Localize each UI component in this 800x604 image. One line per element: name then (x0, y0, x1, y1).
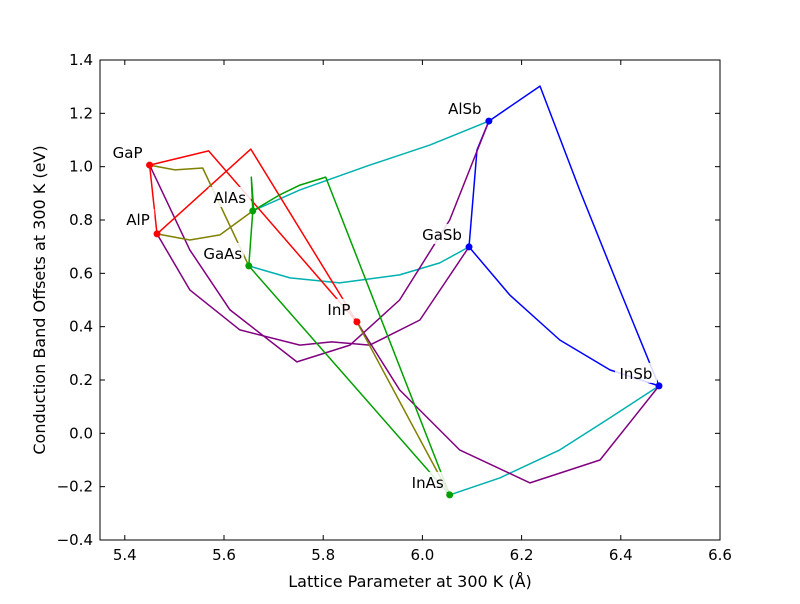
point-label-inp: InP (327, 301, 350, 319)
x-tick-label: 6.4 (609, 546, 633, 564)
curve-2 (449, 385, 660, 496)
y-tick-label: 0.2 (69, 371, 93, 389)
label-box (614, 362, 657, 383)
x-tick-label: 5.8 (311, 546, 335, 564)
curve-12 (149, 164, 250, 267)
y-tick-label: 0.6 (69, 264, 93, 282)
label-box (208, 186, 251, 207)
point-label-alp: AlP (126, 211, 149, 229)
label-box (421, 223, 464, 244)
y-tick-label: 0.4 (69, 318, 93, 336)
y-axis: −0.4 −0.2 0.0 0.2 0.4 0.6 0.8 1.0 1.2 1.4 (57, 51, 720, 549)
point-marker-alp (153, 230, 161, 238)
x-tick-label: 6.6 (708, 546, 732, 564)
point-label-alas: AlAs (214, 189, 247, 207)
curve-15 (248, 176, 255, 266)
point-label-gasb: GaSb (422, 226, 462, 244)
y-tick-label: 1.0 (69, 158, 93, 176)
curves (148, 85, 660, 496)
point-label-insb: InSb (619, 365, 652, 383)
point-marker-inp (353, 318, 361, 326)
y-tick-label: −0.4 (57, 531, 93, 549)
label-box (443, 98, 486, 119)
point-label-gaas: GaAs (203, 245, 242, 263)
point-label-gap: GaP (113, 144, 143, 162)
x-tick-label: 5.6 (212, 546, 236, 564)
point-marker-insb (655, 382, 663, 390)
curve-7 (156, 233, 470, 346)
plot-frame (99, 59, 721, 541)
curve-16 (252, 176, 451, 496)
y-tick-label: 1.4 (69, 51, 93, 69)
point-labels: GaP AlP AlAs GaAs InP GaSb AlSb InSb InAs (111, 98, 657, 492)
curve-14 (356, 321, 451, 496)
curve-17 (248, 265, 451, 496)
curve-9 (148, 165, 158, 234)
curve-10 (149, 150, 358, 323)
x-tick-label: 5.4 (113, 546, 137, 564)
curve-11 (156, 148, 358, 323)
label-box (322, 298, 356, 319)
markers (146, 117, 663, 499)
x-tick-label: 6.2 (510, 546, 534, 564)
label-box (111, 142, 144, 163)
point-marker-gap (146, 161, 154, 169)
label-box (121, 208, 155, 229)
point-marker-inas (446, 491, 454, 499)
y-tick-label: 0.0 (69, 424, 93, 442)
x-axis-label: Lattice Parameter at 300 K (Å) (288, 572, 532, 591)
point-marker-alas (249, 207, 257, 215)
curve-3 (488, 85, 660, 387)
y-tick-label: 1.2 (69, 104, 93, 122)
point-label-alsb: AlSb (448, 100, 481, 118)
point-label-inas: InAs (412, 474, 444, 492)
curve-0 (252, 120, 490, 212)
y-tick-label: −0.2 (57, 478, 93, 496)
y-tick-label: 0.8 (69, 211, 93, 229)
curve-8 (356, 321, 660, 484)
x-axis: 5.4 5.6 5.8 6.0 6.2 6.4 6.6 (113, 60, 732, 564)
point-marker-gaas (245, 262, 253, 270)
label-box (201, 242, 244, 263)
curve-13 (156, 210, 254, 241)
y-axis-label: Conduction Band Offsets at 300 K (eV) (30, 145, 49, 454)
curve-1 (248, 246, 470, 284)
point-marker-gasb (465, 243, 473, 251)
x-tick-label: 6.0 (410, 546, 434, 564)
point-marker-alsb (485, 117, 493, 125)
label-box (406, 471, 449, 492)
